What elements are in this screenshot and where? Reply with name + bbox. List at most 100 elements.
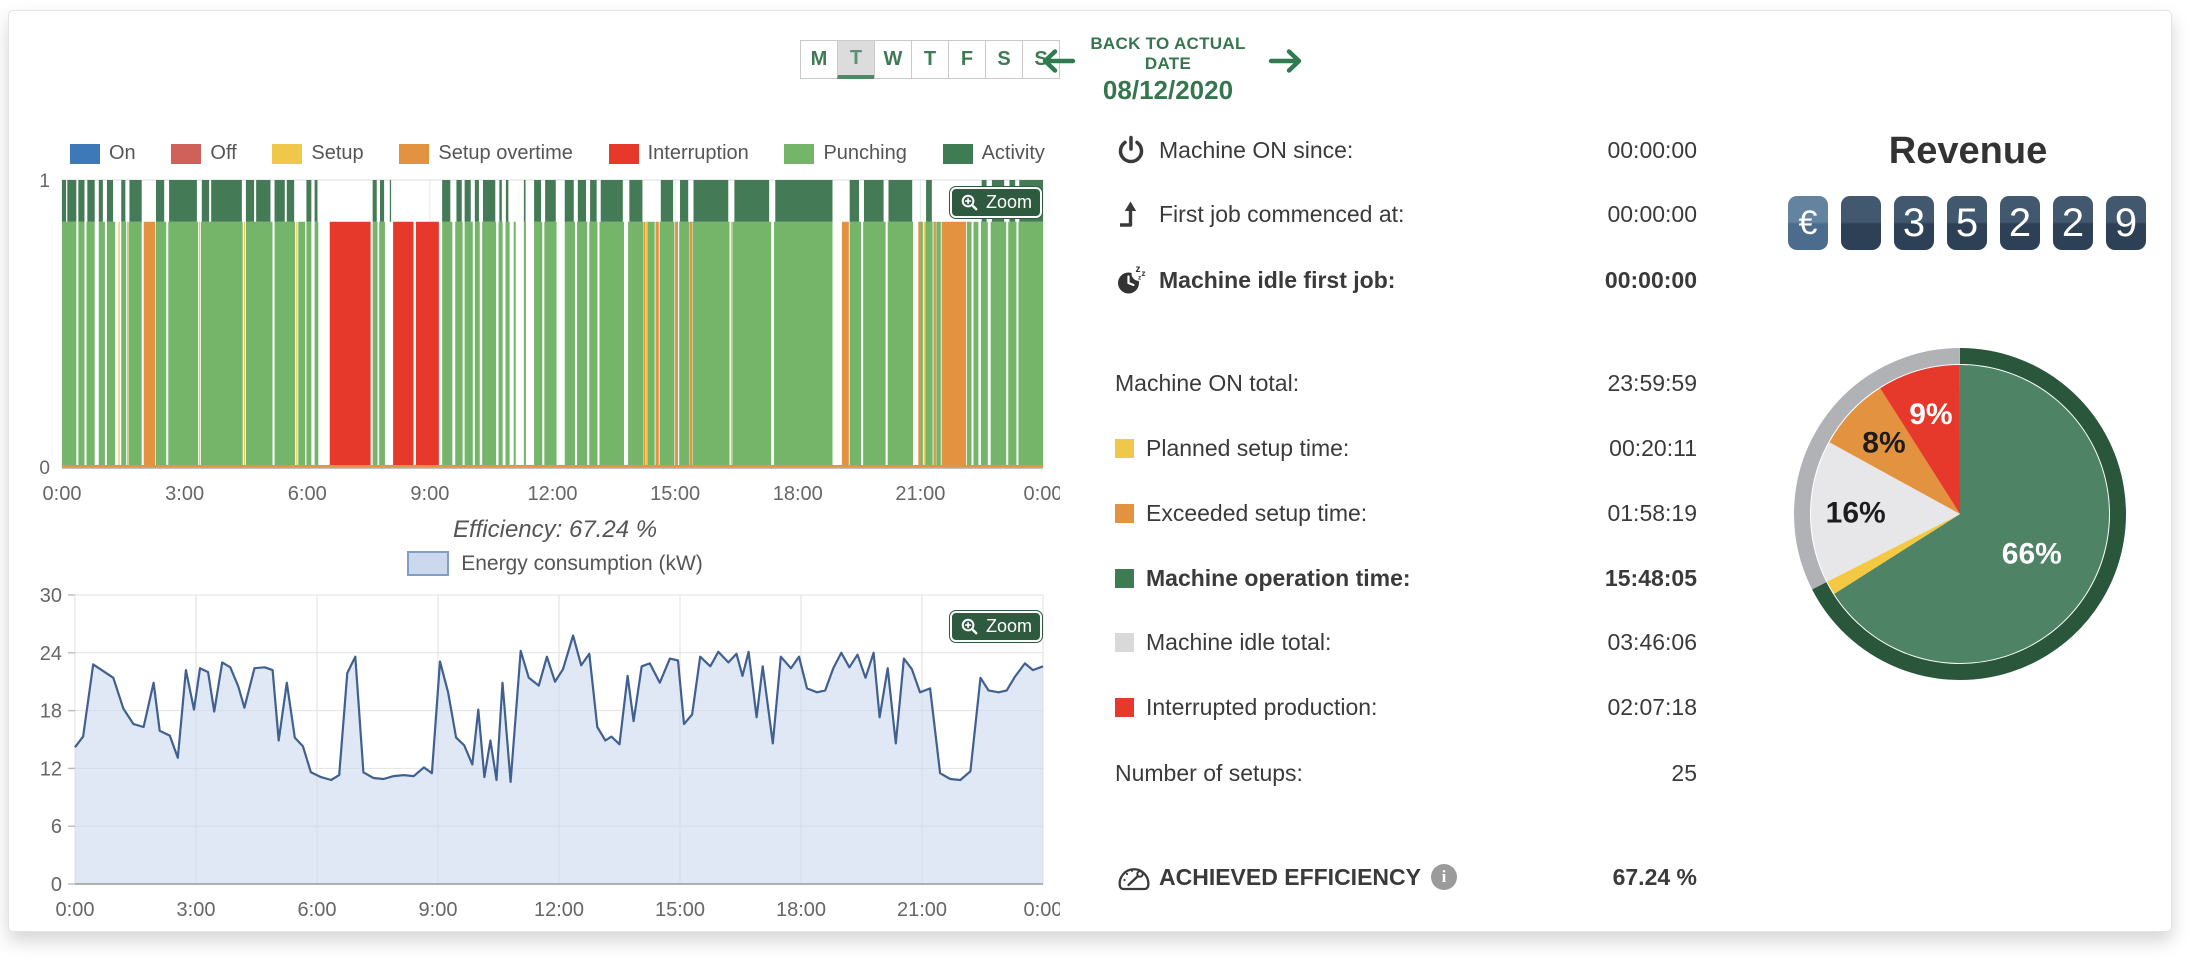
legend-swatch-interruption bbox=[608, 143, 639, 164]
svg-text:z: z bbox=[1136, 264, 1141, 275]
arrow-right-icon bbox=[1268, 49, 1302, 73]
stat-row-machine-idle-total: Machine idle total: 03:46:06 bbox=[1115, 622, 1697, 662]
legend-swatch-setup-overtime bbox=[399, 143, 430, 164]
svg-text:3:00: 3:00 bbox=[177, 899, 216, 921]
energy-legend-label: Energy consumption (kW) bbox=[461, 551, 703, 575]
power-icon bbox=[1118, 135, 1144, 164]
legend-label: Interruption bbox=[647, 142, 749, 164]
previous-day-arrow-button[interactable] bbox=[1038, 44, 1078, 81]
svg-text:6:00: 6:00 bbox=[298, 899, 337, 921]
day-tile-w-2[interactable]: W bbox=[874, 40, 912, 79]
back-to-actual-date-button[interactable]: BACK TO ACTUAL DATE 08/12/2020 bbox=[1068, 34, 1268, 106]
stat-value: 25 bbox=[1671, 759, 1697, 786]
svg-text:0:00: 0:00 bbox=[56, 899, 95, 921]
time-distribution-pie-chart[interactable]: 66% 16% 8%9% bbox=[1778, 332, 2142, 696]
stat-label: Machine ON total: bbox=[1115, 369, 1300, 396]
stat-value: 00:00:00 bbox=[1607, 136, 1697, 163]
status-color-swatch bbox=[1115, 568, 1134, 588]
energy-zoom-button[interactable]: Zoom bbox=[950, 611, 1042, 642]
legend-swatch-setup bbox=[272, 143, 303, 164]
svg-text:12:00: 12:00 bbox=[527, 483, 577, 505]
stat-value: 01:58:19 bbox=[1607, 499, 1697, 526]
legend-item-setup-overtime[interactable]: Setup overtime bbox=[399, 142, 573, 165]
stat-label: Machine idle first job: bbox=[1159, 266, 1396, 293]
svg-text:18: 18 bbox=[40, 701, 62, 723]
timeline-zoom-button[interactable]: Zoom bbox=[950, 187, 1042, 218]
svg-text:0:00: 0:00 bbox=[43, 483, 82, 505]
gauge-icon bbox=[1115, 861, 1159, 893]
stat-value: 23:59:59 bbox=[1607, 369, 1697, 396]
revenue-digit-4: 2 bbox=[2053, 196, 2093, 250]
magnifier-plus-icon bbox=[961, 194, 978, 211]
day-tile-m-0[interactable]: M bbox=[800, 40, 838, 79]
day-tile-s-6[interactable]: S bbox=[1022, 40, 1060, 79]
timeline-legend: On Off Setup Setup overtime Interruption Punc… bbox=[70, 142, 1045, 165]
legend-item-activity[interactable]: Activity bbox=[942, 142, 1045, 165]
magnifier-plus-icon bbox=[961, 618, 978, 635]
legend-label: Setup bbox=[311, 142, 364, 164]
efficiency-caption: Efficiency: 67.24 % bbox=[452, 516, 658, 543]
stat-row-exceeded-setup-time: Exceeded setup time: 01:58:19 bbox=[1115, 493, 1697, 533]
revenue-digit-1: 3 bbox=[1894, 196, 1934, 250]
svg-text:1: 1 bbox=[39, 171, 50, 192]
stat-label: First job commenced at: bbox=[1159, 200, 1405, 227]
svg-text:18:00: 18:00 bbox=[773, 483, 823, 505]
energy-consumption-chart[interactable]: 0 6 12 18 24 30 0:00 3:00 6:00 9:00 12:00 15:00 18:0… bbox=[20, 585, 1060, 930]
stat-row-planned-setup-time: Planned setup time: 00:20:11 bbox=[1115, 428, 1697, 468]
revenue-digit-5: 9 bbox=[2106, 196, 2146, 250]
legend-label: On bbox=[109, 142, 136, 164]
stat-label: ACHIEVED EFFICIENCY bbox=[1159, 863, 1421, 890]
currency-tile: € bbox=[1788, 196, 1828, 250]
svg-text:15:00: 15:00 bbox=[655, 899, 705, 921]
revenue-counter: €3 5 2 2 9 bbox=[1788, 196, 2146, 250]
stat-label: Interrupted production: bbox=[1146, 693, 1378, 720]
status-color-swatch bbox=[1115, 438, 1134, 458]
svg-text:6:00: 6:00 bbox=[288, 483, 327, 505]
first-job-icon bbox=[1120, 201, 1137, 227]
legend-swatch-on bbox=[70, 143, 100, 164]
svg-text:12: 12 bbox=[40, 758, 62, 780]
day-tile-s-5[interactable]: S bbox=[985, 40, 1023, 79]
current-date: 08/12/2020 bbox=[1102, 75, 1234, 105]
day-tile-f-4[interactable]: F bbox=[948, 40, 986, 79]
zoom-button-label: Zoom bbox=[985, 616, 1032, 636]
legend-item-interruption[interactable]: Interruption bbox=[608, 142, 749, 165]
pie-slice-label: 66% bbox=[2002, 538, 2062, 571]
pie-slice-label: 9% bbox=[1909, 398, 1952, 431]
stat-row-first-job-commenced-at: First job commenced at: 00:00:00 bbox=[1115, 194, 1697, 234]
legend-swatch-activity bbox=[942, 143, 973, 164]
svg-text:24: 24 bbox=[40, 643, 62, 665]
machine-idle-clock-icon: z zz bbox=[1118, 264, 1147, 294]
svg-text:6: 6 bbox=[51, 816, 62, 838]
svg-text:z: z bbox=[1142, 269, 1146, 278]
machine-status-timeline-chart[interactable]: 1 0 0:00 3:00 6:00 9:00 12:00 15:00 18:00 21:00 0:… bbox=[20, 170, 1060, 515]
legend-item-setup[interactable]: Setup bbox=[272, 142, 364, 165]
legend-item-on[interactable]: On bbox=[70, 142, 136, 165]
stat-row-achieved-efficiency: ACHIEVED EFFICIENCY i 67.24 % bbox=[1115, 857, 1697, 897]
energy-legend[interactable]: Energy consumption (kW) bbox=[60, 551, 1050, 576]
svg-text:9:00: 9:00 bbox=[419, 899, 458, 921]
stat-label: Number of setups: bbox=[1115, 759, 1303, 786]
legend-item-punching[interactable]: Punching bbox=[784, 142, 907, 165]
stat-row-machine-operation-time: Machine operation time: 15:48:05 bbox=[1115, 558, 1697, 598]
stat-label: Planned setup time: bbox=[1146, 434, 1350, 461]
legend-label: Off bbox=[210, 142, 237, 164]
stat-value: 00:00:00 bbox=[1604, 266, 1697, 293]
stat-value: 03:46:06 bbox=[1607, 628, 1697, 655]
day-tile-t-1[interactable]: T bbox=[837, 40, 875, 79]
status-color-swatch bbox=[1115, 503, 1134, 523]
day-tile-t-3[interactable]: T bbox=[911, 40, 949, 79]
svg-text:3:00: 3:00 bbox=[165, 483, 204, 505]
legend-item-off[interactable]: Off bbox=[171, 142, 237, 165]
info-icon[interactable]: i bbox=[1430, 864, 1457, 890]
status-color-swatch bbox=[1115, 632, 1134, 652]
stat-label: Machine operation time: bbox=[1146, 564, 1411, 591]
stat-row-machine-idle-first-job: z z z Machine idle first job: 00:00:00 bbox=[1115, 260, 1697, 300]
next-day-arrow-button[interactable] bbox=[1266, 44, 1306, 81]
revenue-digit-2: 5 bbox=[1947, 196, 1987, 250]
stat-value: 15:48:05 bbox=[1604, 564, 1697, 591]
stat-row-interrupted-production: Interrupted production: 02:07:18 bbox=[1115, 687, 1697, 727]
stat-label: Machine ON since: bbox=[1159, 136, 1354, 163]
svg-text:21:00: 21:00 bbox=[897, 899, 947, 921]
